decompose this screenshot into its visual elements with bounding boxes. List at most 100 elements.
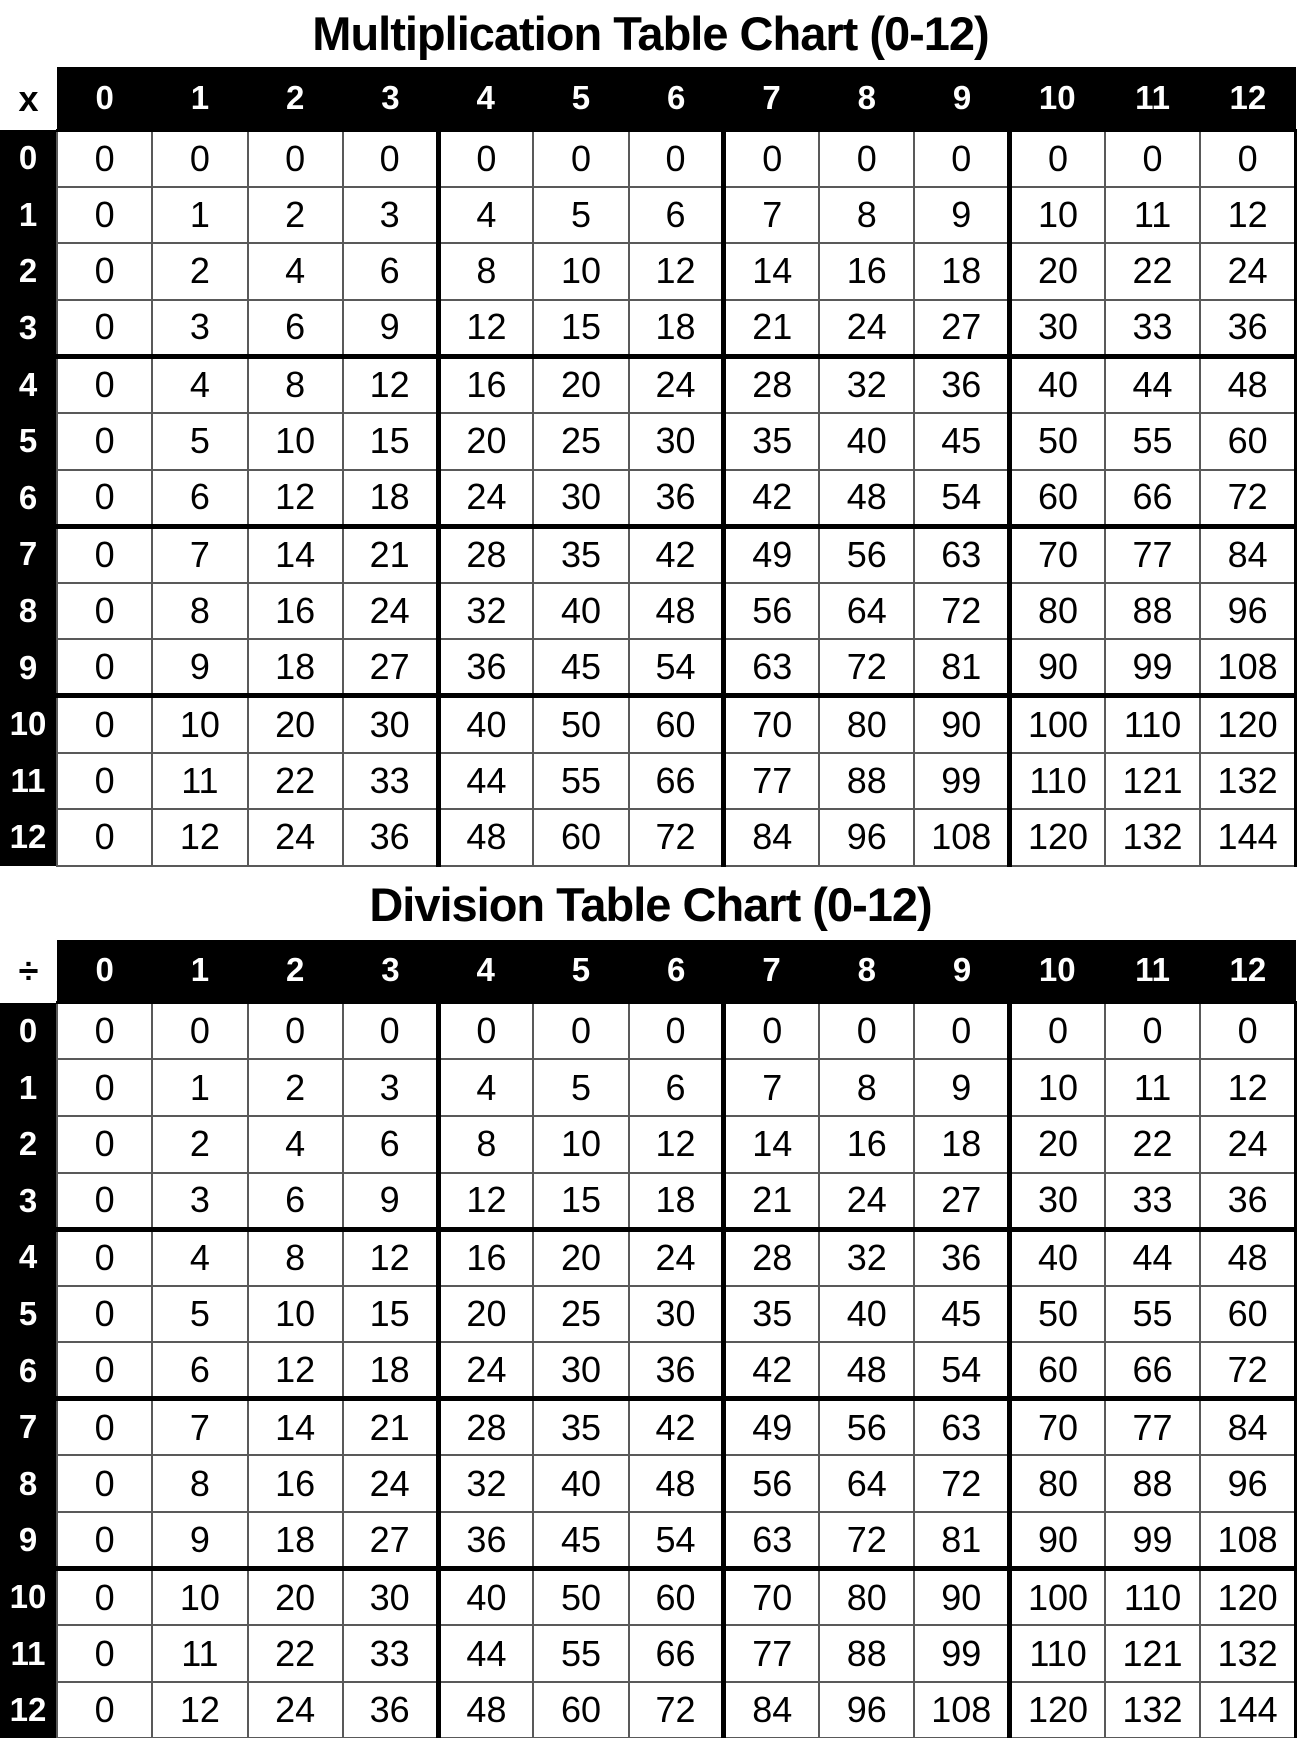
multiplication-cell-r8-c10: 80 bbox=[1007, 581, 1106, 641]
division-cell-r8-c4: 32 bbox=[435, 1454, 535, 1514]
division-cell-r7-c6: 42 bbox=[627, 1396, 725, 1457]
multiplication-cell-r6-c12: 72 bbox=[1199, 468, 1298, 528]
multiplication-cell-r8-c7: 56 bbox=[721, 581, 821, 641]
multiplication-cell-r1-c10: 10 bbox=[1007, 185, 1106, 245]
division-cell-r5-c10: 50 bbox=[1007, 1284, 1106, 1344]
division-cell-r2-c4: 8 bbox=[435, 1114, 535, 1174]
division-cell-r9-c8: 72 bbox=[818, 1511, 916, 1570]
division-cell-r8-c10: 80 bbox=[1007, 1454, 1106, 1514]
multiplication-cell-r1-c12: 12 bbox=[1199, 185, 1298, 245]
multiplication-cell-r5-c8: 40 bbox=[818, 411, 916, 471]
division-cell-r0-c0: 0 bbox=[55, 1001, 154, 1061]
division-col-header-6: 6 bbox=[628, 939, 724, 1005]
multiplication-cell-r8-c6: 48 bbox=[627, 581, 725, 641]
division-cell-r4-c10: 40 bbox=[1007, 1226, 1106, 1287]
multiplication-cell-r5-c7: 35 bbox=[721, 411, 821, 471]
division-cell-r4-c3: 12 bbox=[341, 1226, 440, 1287]
multiplication-cell-r4-c8: 32 bbox=[818, 353, 916, 414]
multiplication-cell-r5-c10: 50 bbox=[1007, 411, 1106, 471]
multiplication-cell-r6-c2: 12 bbox=[246, 468, 344, 528]
division-cell-r4-c6: 24 bbox=[627, 1226, 725, 1287]
division-cell-r11-c3: 33 bbox=[341, 1624, 440, 1683]
division-cell-r1-c0: 0 bbox=[55, 1058, 154, 1117]
division-cell-r6-c10: 60 bbox=[1007, 1341, 1106, 1400]
multiplication-cell-r6-c1: 6 bbox=[151, 468, 249, 528]
multiplication-cell-r0-c10: 0 bbox=[1007, 129, 1106, 188]
division-row-header-0: 0 bbox=[0, 1002, 57, 1060]
division-cell-r12-c9: 108 bbox=[913, 1680, 1011, 1738]
multiplication-cell-r5-c4: 20 bbox=[435, 411, 535, 471]
multiplication-cell-r9-c8: 72 bbox=[818, 638, 916, 697]
division-cell-r2-c8: 16 bbox=[818, 1114, 916, 1174]
multiplication-cell-r8-c0: 0 bbox=[55, 581, 154, 641]
division-cell-r0-c10: 0 bbox=[1007, 1001, 1106, 1061]
division-cell-r10-c8: 80 bbox=[818, 1566, 916, 1627]
division-cell-r9-c4: 36 bbox=[435, 1511, 535, 1570]
division-cell-r1-c3: 3 bbox=[341, 1058, 440, 1117]
multiplication-cell-r3-c7: 21 bbox=[721, 298, 821, 358]
division-cell-r2-c5: 10 bbox=[532, 1114, 630, 1174]
multiplication-row-header-4: 4 bbox=[0, 356, 57, 413]
division-cell-r3-c7: 21 bbox=[721, 1171, 821, 1231]
multiplication-cell-r2-c10: 20 bbox=[1007, 242, 1106, 301]
multiplication-cell-r11-c12: 132 bbox=[1199, 751, 1298, 811]
division-col-header-7: 7 bbox=[723, 939, 820, 1005]
multiplication-cell-r6-c6: 36 bbox=[627, 468, 725, 528]
multiplication-cell-r1-c11: 11 bbox=[1103, 185, 1202, 245]
multiplication-cell-r2-c0: 0 bbox=[55, 242, 154, 301]
multiplication-cell-r8-c9: 72 bbox=[913, 581, 1011, 641]
division-cell-r10-c9: 90 bbox=[913, 1566, 1011, 1627]
multiplication-cell-r1-c4: 4 bbox=[435, 185, 535, 245]
division-cell-r9-c3: 27 bbox=[341, 1511, 440, 1570]
multiplication-col-header-10: 10 bbox=[1009, 67, 1105, 132]
multiplication-row-header-9: 9 bbox=[0, 639, 57, 696]
division-cell-r1-c9: 9 bbox=[913, 1058, 1011, 1117]
division-cell-r11-c8: 88 bbox=[818, 1624, 916, 1683]
division-cell-r11-c6: 66 bbox=[627, 1624, 725, 1683]
division-cell-r0-c1: 0 bbox=[151, 1001, 249, 1061]
division-cell-r12-c12: 144 bbox=[1199, 1680, 1298, 1738]
division-cell-r4-c8: 32 bbox=[818, 1226, 916, 1287]
multiplication-cell-r6-c7: 42 bbox=[721, 468, 821, 528]
division-row-header-3: 3 bbox=[0, 1172, 57, 1230]
multiplication-cell-r2-c1: 2 bbox=[151, 242, 249, 301]
multiplication-cell-r1-c6: 6 bbox=[627, 185, 725, 245]
multiplication-cell-r1-c7: 7 bbox=[721, 185, 821, 245]
division-cell-r0-c7: 0 bbox=[721, 1001, 821, 1061]
division-cell-r7-c8: 56 bbox=[818, 1396, 916, 1457]
multiplication-row-header-5: 5 bbox=[0, 412, 57, 470]
multiplication-cell-r3-c6: 18 bbox=[627, 298, 725, 358]
multiplication-cell-r3-c11: 33 bbox=[1103, 298, 1202, 358]
multiplication-cell-r2-c7: 14 bbox=[721, 242, 821, 301]
division-cell-r0-c2: 0 bbox=[246, 1001, 344, 1061]
multiplication-col-header-1: 1 bbox=[152, 67, 248, 132]
division-cell-r7-c11: 77 bbox=[1103, 1396, 1202, 1457]
multiplication-cell-r6-c10: 60 bbox=[1007, 468, 1106, 528]
multiplication-cell-r4-c4: 16 bbox=[435, 353, 535, 414]
multiplication-cell-r2-c6: 12 bbox=[627, 242, 725, 301]
division-cell-r3-c12: 36 bbox=[1199, 1171, 1298, 1231]
multiplication-cell-r2-c12: 24 bbox=[1199, 242, 1298, 301]
multiplication-cell-r7-c5: 35 bbox=[532, 523, 630, 584]
division-cell-r1-c10: 10 bbox=[1007, 1058, 1106, 1117]
division-cell-r5-c7: 35 bbox=[721, 1284, 821, 1344]
division-cell-r2-c12: 24 bbox=[1199, 1114, 1298, 1174]
division-cell-r11-c7: 77 bbox=[721, 1624, 821, 1683]
division-cell-r4-c1: 4 bbox=[151, 1226, 249, 1287]
multiplication-cell-r11-c10: 110 bbox=[1007, 751, 1106, 811]
division-cell-r2-c9: 18 bbox=[913, 1114, 1011, 1174]
multiplication-cell-r9-c5: 45 bbox=[532, 638, 630, 697]
multiplication-cell-r7-c2: 14 bbox=[246, 523, 344, 584]
division-cell-r4-c0: 0 bbox=[55, 1226, 154, 1287]
division-cell-r10-c2: 20 bbox=[246, 1566, 344, 1627]
division-col-header-8: 8 bbox=[819, 939, 915, 1005]
division-cell-r3-c6: 18 bbox=[627, 1171, 725, 1231]
division-cell-r5-c8: 40 bbox=[818, 1284, 916, 1344]
multiplication-cell-r9-c4: 36 bbox=[435, 638, 535, 697]
multiplication-cell-r3-c8: 24 bbox=[818, 298, 916, 358]
division-cell-r3-c1: 3 bbox=[151, 1171, 249, 1231]
division-cell-r6-c4: 24 bbox=[435, 1341, 535, 1400]
multiplication-cell-r4-c2: 8 bbox=[246, 353, 344, 414]
division-row-header-9: 9 bbox=[0, 1512, 57, 1569]
multiplication-cell-r12-c2: 24 bbox=[246, 808, 344, 867]
